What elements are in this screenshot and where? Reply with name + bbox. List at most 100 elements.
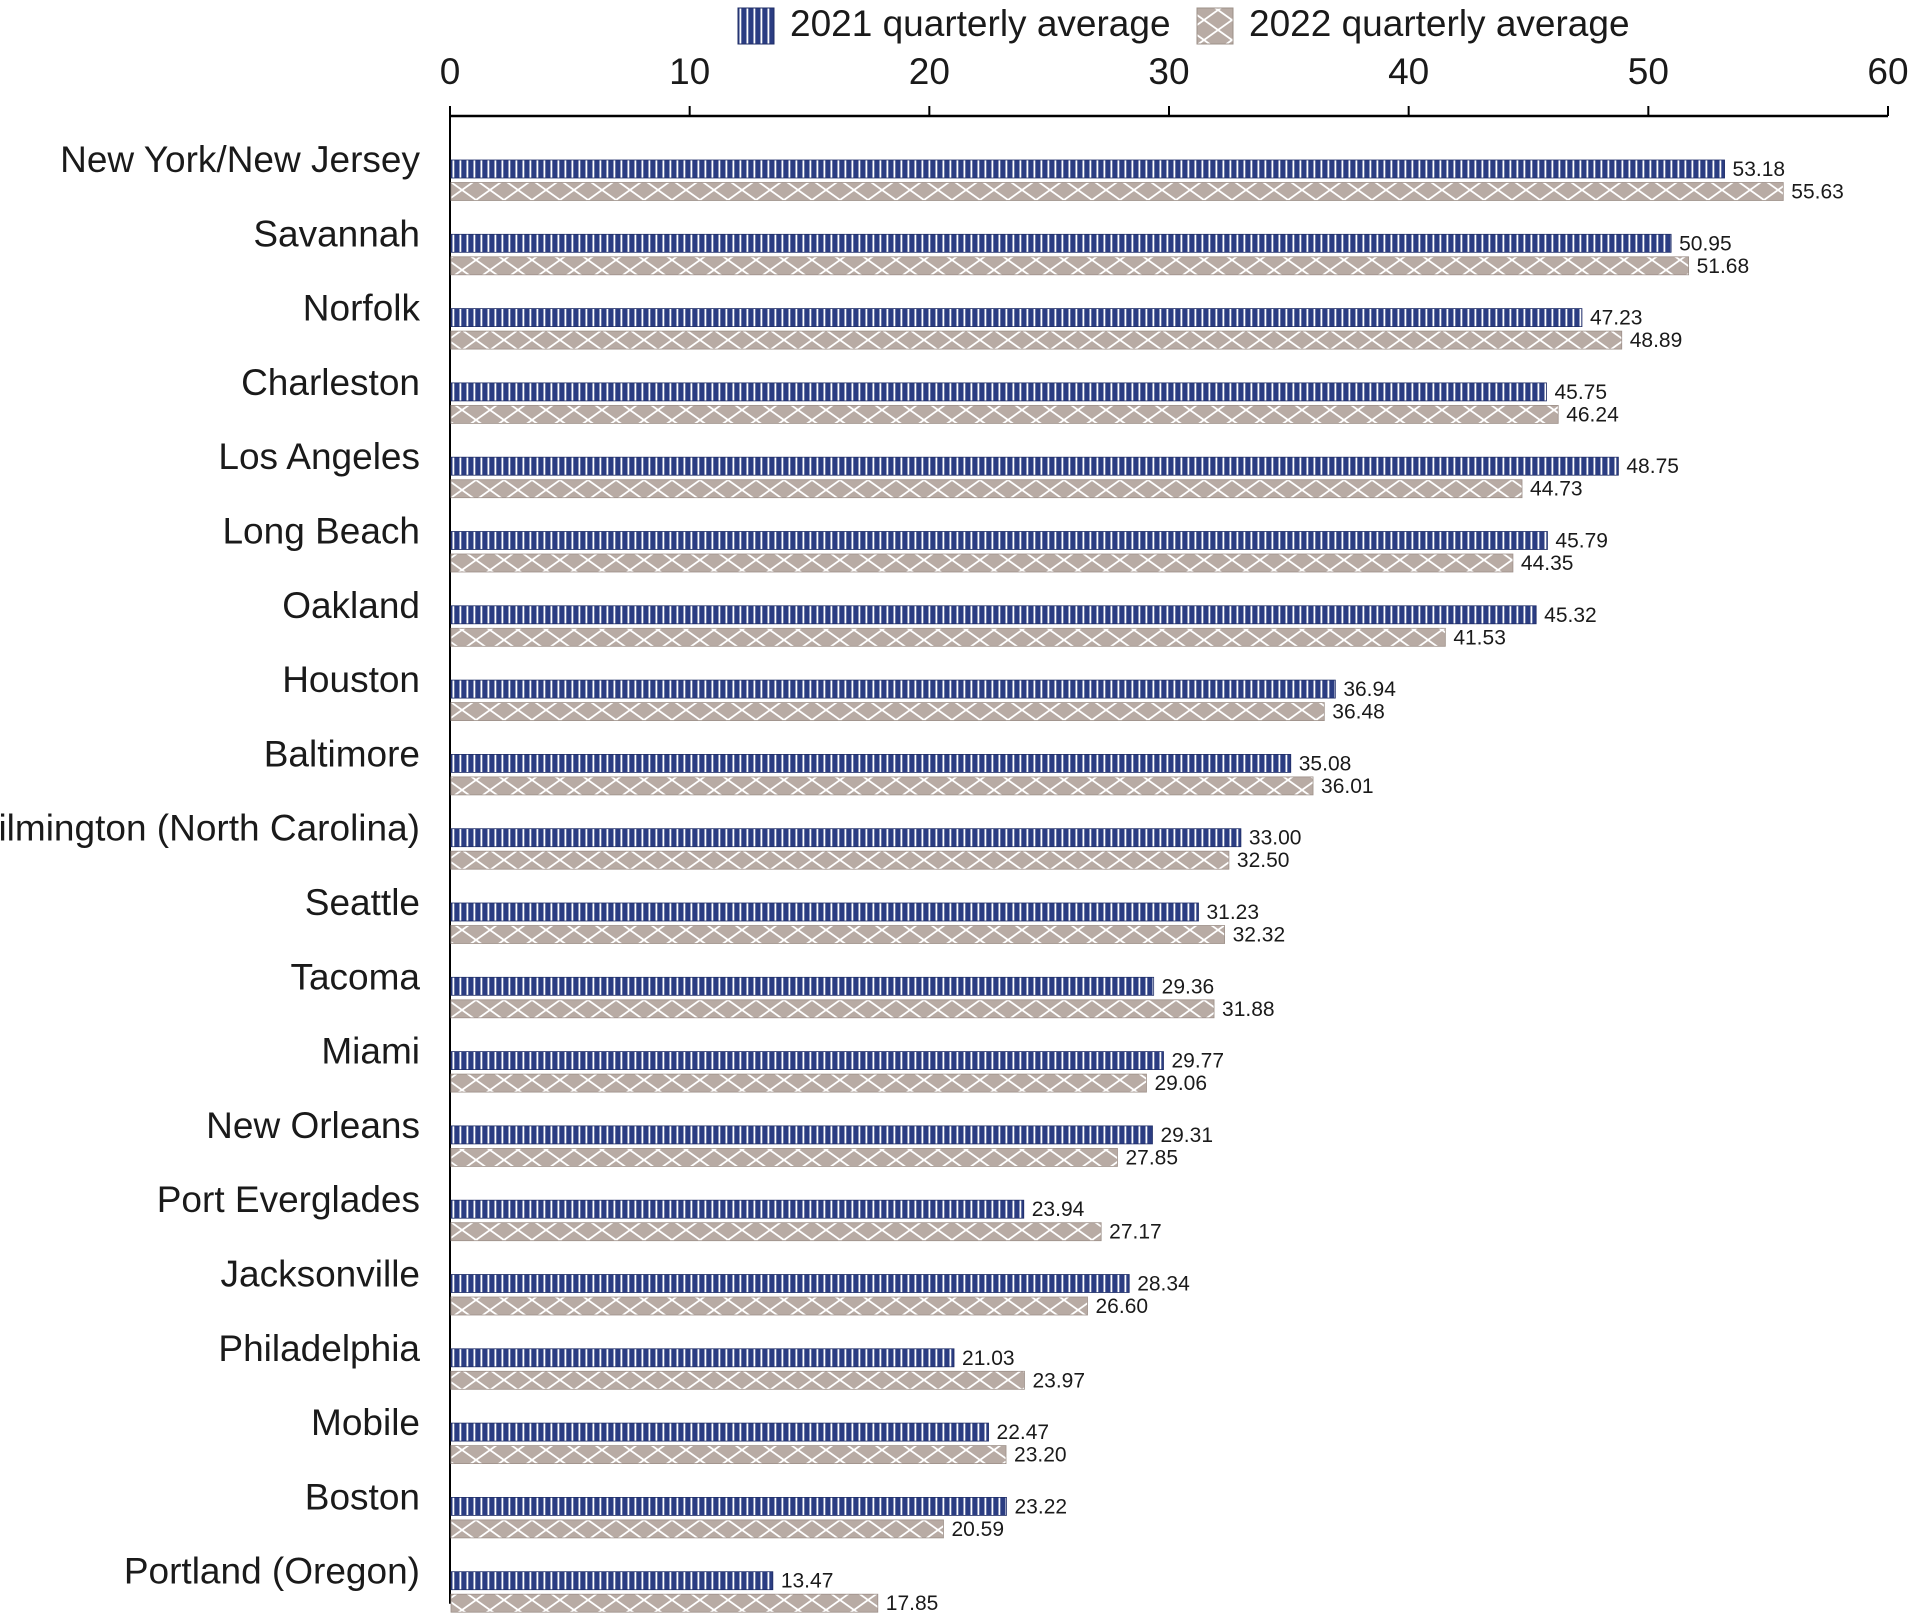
data-label: 31.23 (1206, 901, 1259, 924)
category-label: Oakland (282, 585, 420, 626)
x-axis: 0 10 20 30 40 50 60 (440, 51, 1909, 1604)
data-label: 45.79 (1555, 530, 1608, 553)
bar-2022 (450, 479, 1523, 499)
category-label: Philadelphia (218, 1328, 420, 1369)
bar-2021 (450, 1497, 1007, 1516)
category-label: New York/New Jersey (60, 139, 420, 180)
bar-2021 (450, 1422, 989, 1442)
bar-2022 (450, 627, 1446, 647)
data-label: 44.35 (1521, 552, 1574, 575)
data-label: 47.23 (1590, 307, 1643, 330)
data-label: 31.88 (1222, 998, 1275, 1021)
category-label: Boston (305, 1476, 420, 1517)
data-label: 35.08 (1299, 752, 1352, 775)
bar-2021 (450, 1274, 1130, 1293)
bar-2022 (450, 182, 1784, 201)
legend: 2021 quarterly average 2022 quarterly ave… (737, 3, 1630, 45)
bar-2022 (450, 1073, 1147, 1093)
bar-2021 (450, 902, 1199, 922)
category-label: Norfolk (303, 288, 421, 329)
data-label: 32.32 (1233, 924, 1286, 947)
bar-2021 (450, 828, 1242, 848)
category-label: Los Angeles (218, 436, 420, 477)
data-label: 13.47 (781, 1570, 834, 1593)
bar-2022 (450, 999, 1215, 1019)
legend-swatch-2 (1196, 7, 1234, 45)
bar-2021 (450, 1125, 1153, 1145)
data-label: 20.59 (951, 1518, 1004, 1541)
category-row: Tacoma 29.36 31.88 (290, 956, 1274, 1021)
category-row: Los Angeles 48.75 44.73 (218, 436, 1679, 501)
x-tick-label: 0 (440, 51, 461, 92)
bar-2022 (450, 330, 1623, 350)
bar-2022 (450, 1222, 1102, 1242)
category-label: Jacksonville (221, 1254, 420, 1295)
data-label: 23.94 (1032, 1198, 1085, 1221)
data-label: 36.94 (1343, 678, 1396, 701)
legend-label-2: 2022 quarterly average (1249, 3, 1630, 44)
category-label: Charleston (241, 362, 420, 403)
bar-2022 (450, 776, 1314, 796)
data-label: 36.01 (1321, 775, 1374, 798)
bar-2022 (450, 1296, 1088, 1316)
bar-2021 (450, 233, 1672, 253)
bar-2021 (450, 976, 1155, 996)
category-label: Miami (321, 1031, 420, 1072)
data-label: 28.34 (1137, 1273, 1190, 1296)
bar-2021 (450, 308, 1583, 328)
data-label: 48.75 (1626, 455, 1679, 478)
data-label: 32.50 (1237, 849, 1290, 872)
data-label: 53.18 (1733, 158, 1786, 181)
data-label: 27.85 (1125, 1146, 1178, 1169)
category-label: Mobile (311, 1402, 420, 1443)
x-tick-label: 60 (1867, 51, 1908, 92)
bar-2021 (450, 1348, 955, 1368)
category-label: Long Beach (222, 511, 420, 552)
category-label: Seattle (305, 882, 420, 923)
category-label: Tacoma (290, 956, 420, 997)
data-label: 55.63 (1791, 181, 1844, 204)
bar-2021 (450, 531, 1548, 550)
data-label: 29.36 (1162, 975, 1215, 998)
category-label: Port Everglades (157, 1179, 420, 1220)
bar-2021 (450, 754, 1292, 773)
bar-2022 (450, 404, 1559, 424)
category-label: Portland (Oregon) (124, 1551, 420, 1592)
bar-2021 (450, 1571, 774, 1591)
category-row: Philadelphia 21.03 23.97 (218, 1328, 1085, 1393)
bar-2021 (450, 679, 1336, 699)
bar-2022 (450, 1148, 1118, 1167)
bar-2022 (450, 1370, 1025, 1390)
data-label: 29.31 (1160, 1124, 1213, 1147)
data-label: 36.48 (1332, 701, 1385, 724)
data-label: 50.95 (1679, 232, 1732, 255)
bar-2021 (450, 605, 1537, 625)
bar-2021 (450, 456, 1619, 476)
legend-swatch-1 (737, 7, 775, 45)
data-label: 23.97 (1032, 1369, 1085, 1392)
data-label: 48.89 (1630, 329, 1683, 352)
data-label: 17.85 (886, 1592, 939, 1615)
bar-2022 (450, 553, 1514, 573)
x-tick-label: 10 (669, 51, 710, 92)
data-label: 44.73 (1530, 478, 1583, 501)
category-label: Baltimore (264, 733, 420, 774)
bar-2021 (450, 1051, 1164, 1070)
x-tick-label: 50 (1628, 51, 1669, 92)
bar-2021 (450, 159, 1725, 179)
category-row: Portland (Oregon) 13.47 17.85 (124, 1551, 939, 1616)
x-tick-label: 30 (1148, 51, 1189, 92)
